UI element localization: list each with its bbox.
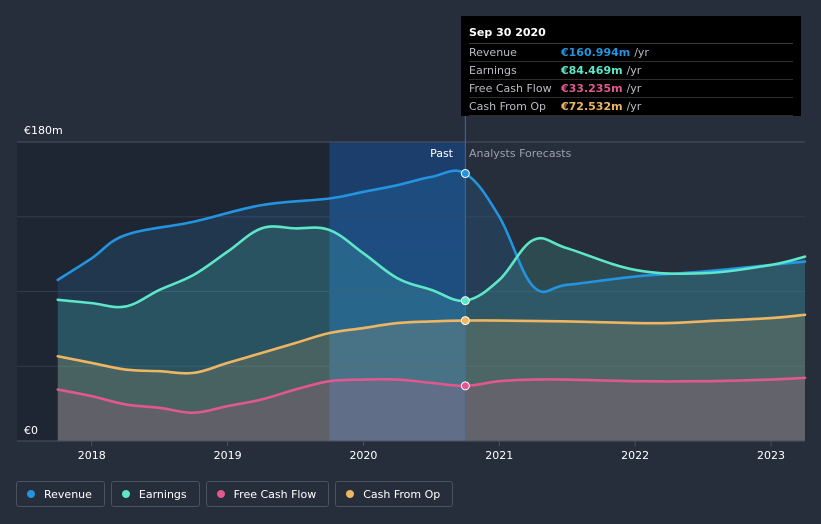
free-cash-flow-dot-icon xyxy=(216,490,225,498)
x-tick-label: 2023 xyxy=(757,449,785,462)
legend-label: Earnings xyxy=(138,487,187,501)
tooltip-value: €160.994m xyxy=(561,46,631,59)
tooltip-row-cash-from-op: Cash From Op €72.532m /yr xyxy=(469,98,793,116)
legend-label: Revenue xyxy=(44,487,92,501)
x-tick-label: 2019 xyxy=(214,449,242,462)
earnings-area xyxy=(57,226,806,441)
cash-from-op-point xyxy=(460,316,470,326)
tooltip-unit: /yr xyxy=(626,82,642,95)
tooltip-row-free-cash-flow: Free Cash Flow €33.235m /yr xyxy=(469,80,793,98)
legend: Revenue Earnings Free Cash Flow Cash Fro… xyxy=(16,481,454,507)
y-tick-label-zero: €0 xyxy=(24,424,38,437)
cash-from-op-line xyxy=(56,313,807,375)
forecast-label: Analysts Forecasts xyxy=(469,147,572,160)
tooltip-label: Free Cash Flow xyxy=(469,82,552,95)
earnings-dot-icon xyxy=(121,490,130,498)
earnings-point xyxy=(460,296,470,306)
tooltip-label: Revenue xyxy=(469,46,517,59)
x-tick-label: 2020 xyxy=(349,449,377,462)
y-tick-label-max: €180m xyxy=(24,124,63,137)
legend-label: Cash From Op xyxy=(363,487,441,501)
tooltip-date: Sep 30 2020 xyxy=(469,24,793,44)
tooltip-unit: /yr xyxy=(626,100,642,113)
x-tick-label: 2018 xyxy=(78,449,106,462)
tooltip-value: €33.235m xyxy=(561,82,623,95)
revenue-line xyxy=(56,169,807,294)
legend-item-earnings[interactable]: Earnings xyxy=(110,481,200,507)
tooltip-row-revenue: Revenue €160.994m /yr xyxy=(469,44,793,62)
legend-item-cash-from-op[interactable]: Cash From Op xyxy=(335,481,454,507)
tooltip-unit: /yr xyxy=(634,46,649,59)
revenue-dot-icon xyxy=(27,490,35,498)
tooltip: Sep 30 2020 Revenue €160.994m /yr Earnin… xyxy=(461,16,801,116)
free-cash-flow-line xyxy=(56,376,807,415)
cash-from-op-area xyxy=(57,314,806,441)
tooltip-value: €72.532m xyxy=(561,100,623,113)
tooltip-label: Cash From Op xyxy=(469,100,547,113)
x-tick-label: 2022 xyxy=(621,449,649,462)
cash-from-op-dot-icon xyxy=(346,490,355,498)
legend-item-revenue[interactable]: Revenue xyxy=(16,481,105,507)
earnings-line xyxy=(56,225,807,309)
revenue-point xyxy=(460,169,470,179)
tooltip-value: €84.469m xyxy=(561,64,623,77)
tooltip-label: Earnings xyxy=(469,64,517,77)
x-tick-label: 2021 xyxy=(485,449,513,462)
free-cash-flow-point xyxy=(460,381,470,391)
tooltip-unit: /yr xyxy=(626,64,642,77)
past-label: Past xyxy=(430,147,454,160)
free-cash-flow-area xyxy=(57,377,806,441)
legend-item-free-cash-flow[interactable]: Free Cash Flow xyxy=(205,481,330,507)
tooltip-row-earnings: Earnings €84.469m /yr xyxy=(469,62,793,80)
legend-label: Free Cash Flow xyxy=(233,487,317,501)
